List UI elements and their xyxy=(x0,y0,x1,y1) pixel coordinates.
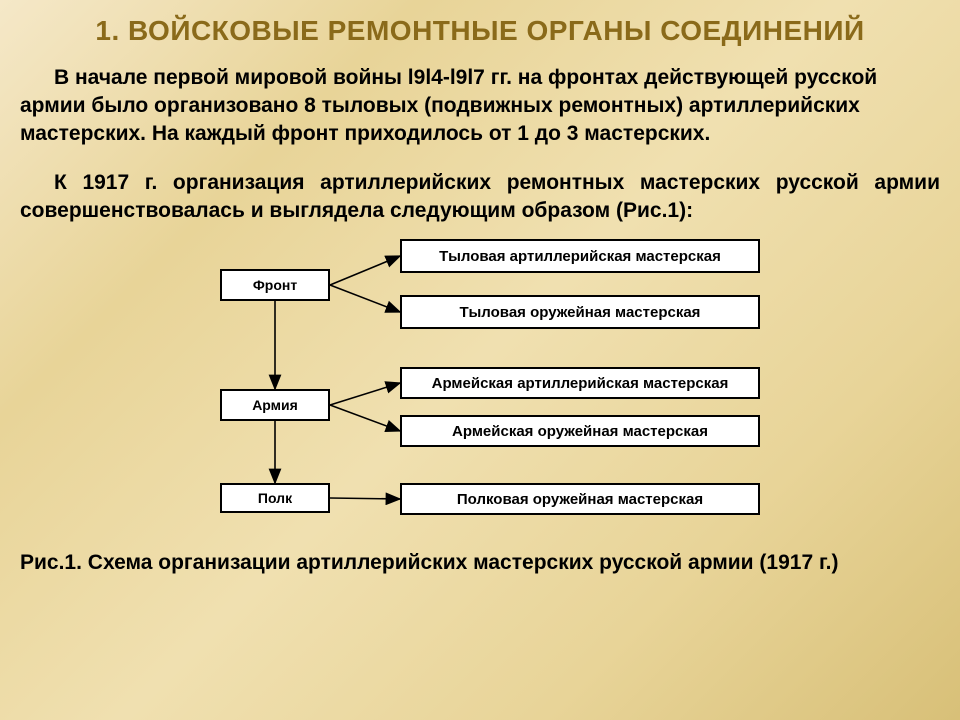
diagram-node-r5: Полковая оружейная мастерская xyxy=(400,483,760,515)
diagram-node-polk: Полк xyxy=(220,483,330,513)
diagram-node-r4: Армейская оружейная мастерская xyxy=(400,415,760,447)
org-diagram: Фронт Армия Полк Тыловая артиллерийская мас… xyxy=(20,239,940,539)
slide-title: 1. ВОЙСКОВЫЕ РЕМОНТНЫЕ ОРГАНЫ СОЕДИНЕНИЙ xyxy=(20,14,940,48)
paragraph-2: К 1917 г. организация артиллерийских рем… xyxy=(20,169,940,226)
diagram-node-army: Армия xyxy=(220,389,330,421)
diagram-node-r3: Армейская артиллерийская мастерская xyxy=(400,367,760,399)
paragraph-1: В начале первой мировой войны l9l4-l9l7 … xyxy=(20,64,940,149)
paragraph-2-text: К 1917 г. организация артиллерийских рем… xyxy=(20,171,940,222)
figure-caption: Рис.1. Схема организации артиллерийских … xyxy=(20,549,940,576)
paragraph-1-text: В начале первой мировой войны l9l4-l9l7 … xyxy=(20,66,877,146)
diagram-node-front: Фронт xyxy=(220,269,330,301)
diagram-node-r1: Тыловая артиллерийская мастерская xyxy=(400,239,760,273)
diagram-node-r2: Тыловая оружейная мастерская xyxy=(400,295,760,329)
